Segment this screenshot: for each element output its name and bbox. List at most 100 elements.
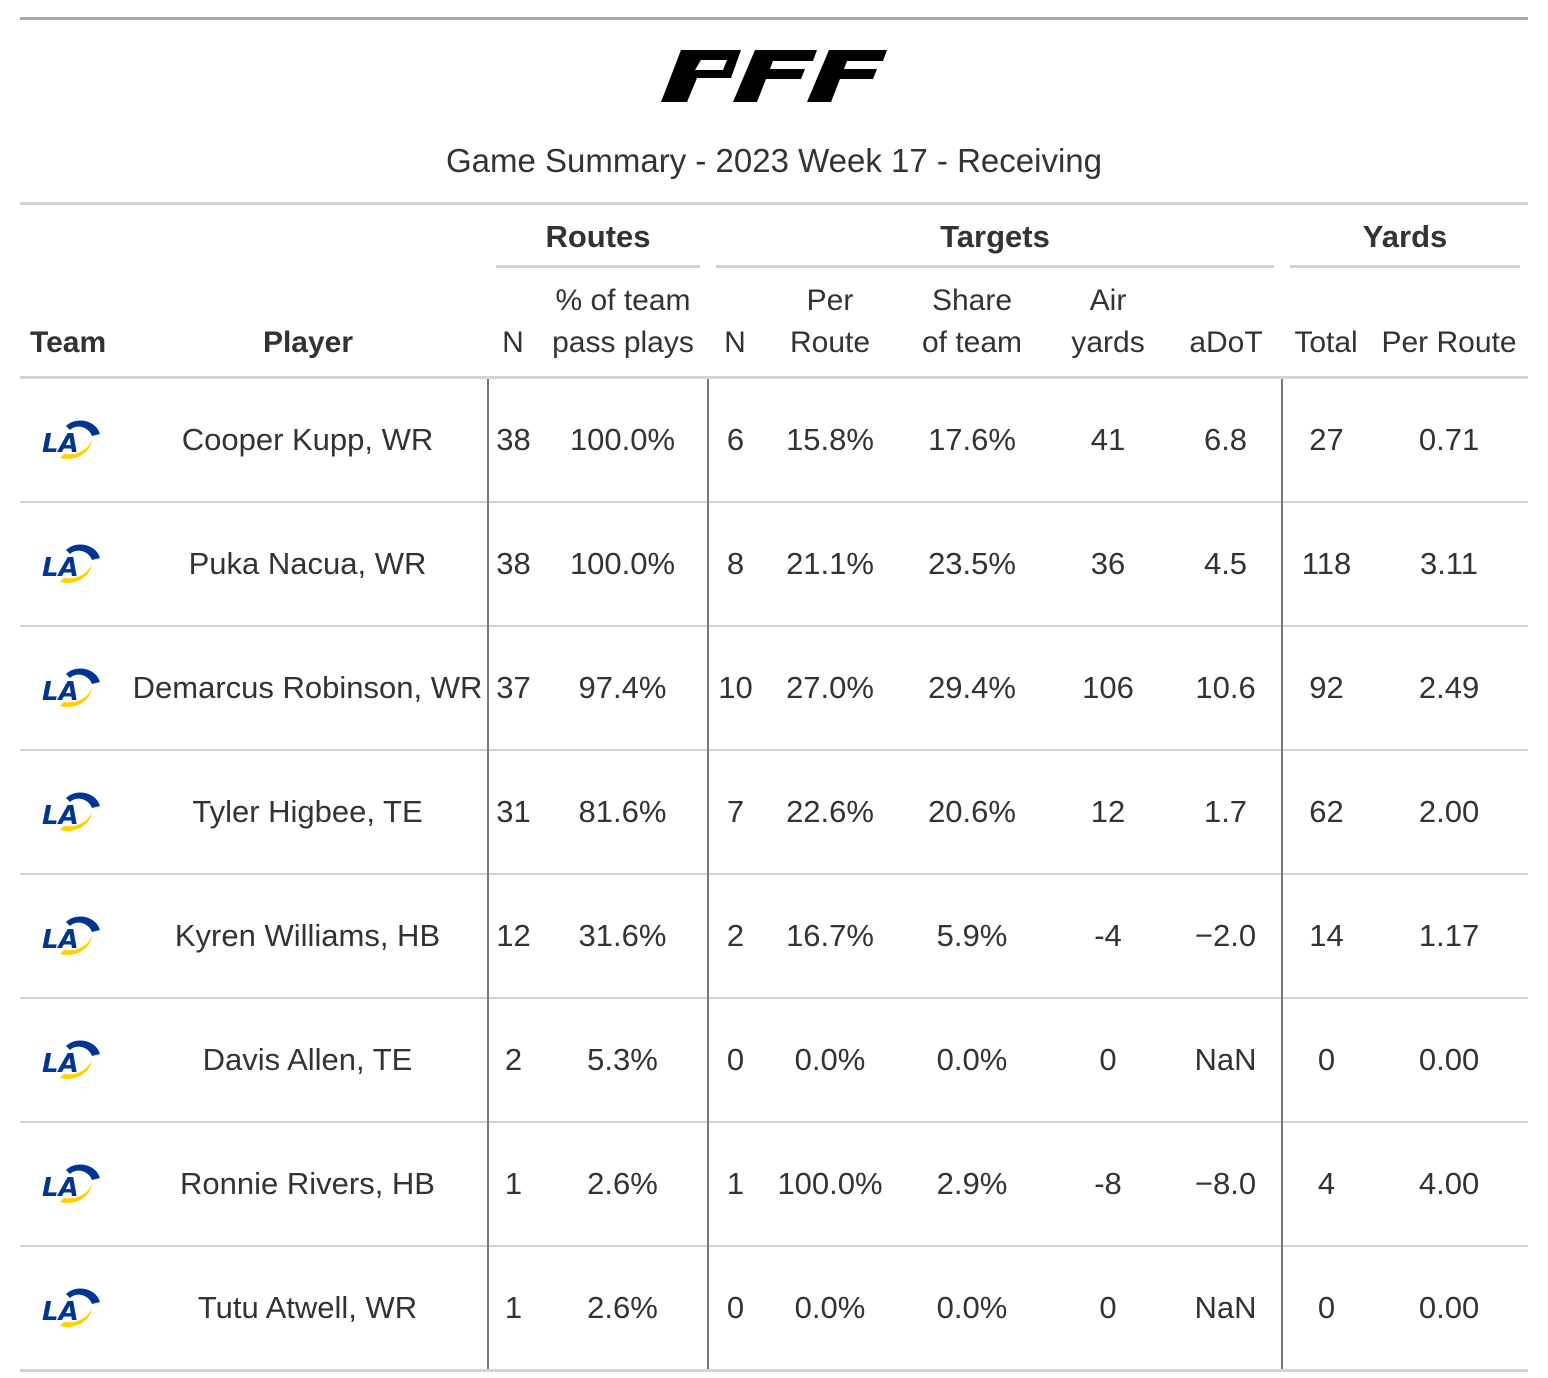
arc-shape: [66, 915, 100, 932]
spanner-routes: Routes: [488, 202, 709, 275]
logo-text: LA: [42, 1049, 79, 1079]
col-share: Share of team: [898, 275, 1047, 379]
routes-n-value: 12: [487, 872, 538, 998]
table-row: LA Ronnie Rivers, HB 1 2.6% 1 100.0% 2.9% -8 −8.…: [20, 1120, 1529, 1246]
team-logo-cell: LA: [20, 1244, 128, 1372]
targets-n-value: 7: [707, 748, 763, 874]
air-yards-value: 0: [1046, 996, 1171, 1122]
logo-text: LA: [42, 925, 79, 955]
targets-per-route-value: 22.6%: [762, 748, 899, 874]
col-team: Team: [20, 275, 128, 379]
air-yards-value: 106: [1046, 624, 1171, 750]
air-yards-value: 41: [1090, 421, 1126, 457]
routes-pct-value: 5.3%: [538, 996, 709, 1122]
top-rule: [20, 17, 1528, 20]
targets-n-value: 0: [707, 996, 763, 1122]
pff-logo-mark: [661, 50, 887, 102]
yards-per-route-value: 2.49: [1370, 624, 1529, 750]
table-row: LA Puka Nacua, WR 38 100.0% 8 21.1% 23.5% 36 4.5…: [20, 500, 1529, 626]
team-logo-cell: LA: [20, 1120, 128, 1246]
targets-per-route-value: 27.0%: [762, 624, 899, 750]
adot-value: −2.0: [1170, 872, 1283, 998]
rams-logo-icon: LA: [42, 915, 100, 955]
adot-value: 10.6: [1170, 624, 1283, 750]
team-logo-cell: LA: [20, 996, 128, 1122]
col-player: Player: [128, 275, 488, 379]
spanner-routes-label: Routes: [496, 219, 701, 268]
yards-total-value: 27: [1281, 377, 1371, 502]
yards-total-value: 0: [1281, 996, 1371, 1122]
target-share-value: 29.4%: [898, 624, 1047, 750]
routes-n-value: 1: [487, 1244, 538, 1372]
routes-n-value: 2: [487, 996, 538, 1122]
yards-total-value: 14: [1281, 872, 1371, 998]
rams-logo-icon: LA: [42, 1163, 100, 1203]
yards-per-route-value: 0.00: [1370, 1244, 1529, 1372]
targets-per-route-value: 100.0%: [762, 1120, 899, 1246]
table-row: LA Tyler Higbee, TE 31 81.6% 7 22.6% 20.6% 12 1.…: [20, 748, 1529, 874]
player-name: Ronnie Rivers, HB: [128, 1120, 488, 1246]
col-share-line2: of team: [921, 325, 1023, 359]
spanner-row: Routes Targets Yards: [20, 202, 1529, 275]
team-logo-cell: LA: [20, 500, 128, 626]
yards-per-route-value: 3.11: [1370, 500, 1529, 626]
adot-value: NaN: [1170, 1244, 1283, 1372]
rams-logo-icon: LA: [42, 1039, 100, 1079]
col-adot: aDoT: [1170, 275, 1283, 379]
receiving-table: Routes Targets Yards Team Player N % of …: [20, 202, 1529, 1372]
col-routes-pct: % of team pass plays: [538, 275, 709, 379]
horn-shape: [60, 687, 92, 707]
logo-text: LA: [42, 553, 79, 583]
air-yards-value: 12: [1046, 748, 1171, 874]
arc-shape: [66, 543, 100, 560]
team-logo-cell: LA: [20, 872, 128, 998]
rams-logo-icon: LA: [42, 667, 100, 707]
logo-text: LA: [42, 801, 79, 831]
rams-logo-icon: LA: [42, 543, 100, 583]
yards-total-value: 118: [1281, 500, 1371, 626]
targets-per-route-value: 0.0%: [762, 1244, 899, 1372]
targets-n-value: 2: [707, 872, 763, 998]
adot-value: −8.0: [1170, 1120, 1283, 1246]
player-name: Puka Nacua, WR: [128, 500, 488, 626]
target-share-value: 0.0%: [898, 996, 1047, 1122]
adot-value: 1.7: [1170, 748, 1283, 874]
routes-pct-value: 31.6%: [538, 872, 709, 998]
routes-pct-value: 97.4%: [538, 624, 709, 750]
routes-pct-value: 100.0%: [538, 500, 709, 626]
col-routes-pct-line1: % of team: [555, 283, 691, 317]
air-yards-value: 36: [1046, 500, 1171, 626]
yards-per-route-value: 2.00: [1370, 748, 1529, 874]
col-routes-n: N: [488, 275, 538, 379]
spanner-targets-label: Targets: [716, 219, 1275, 268]
arc-shape: [66, 1163, 100, 1180]
yards-total-value: 92: [1281, 624, 1371, 750]
targets-per-route-value: 15.8%: [786, 421, 874, 457]
air-yards-value: -8: [1046, 1120, 1171, 1246]
summary-table-container: Game Summary - 2023 Week 17 - Receiving …: [20, 17, 1529, 1372]
routes-n-value: 38: [487, 500, 538, 626]
arc-shape: [66, 791, 100, 808]
horn-shape: [60, 1183, 92, 1203]
spanner-yards: Yards: [1282, 202, 1529, 275]
routes-n-value: 38: [487, 377, 538, 502]
routes-pct-value: 81.6%: [538, 748, 709, 874]
logo-text: LA: [42, 677, 79, 707]
col-yards-total: Total: [1282, 275, 1371, 379]
table-row: LA Kyren Williams, HB 12 31.6% 2 16.7% 5.9% -4−…: [20, 872, 1529, 998]
rams-logo-icon: LA: [42, 1287, 100, 1327]
col-share-line1: Share: [931, 283, 1013, 317]
arc-shape: [66, 1287, 100, 1304]
table-row: LA Tutu Atwell, WR 1 2.6% 0 0.0% 0.0% 0 NaN 0 0.00: [20, 1244, 1529, 1372]
rams-logo-icon: LA: [42, 791, 100, 831]
table-body: LA Cooper Kupp, WR 38 100.0% 6 15.8% 17.6% 41 6.…: [20, 377, 1529, 1372]
table-row: LA Davis Allen, TE 2 5.3% 0 0.0% 0.0% 0 NaN 0 0.00: [20, 996, 1529, 1122]
logo-text: LA: [42, 1297, 79, 1327]
targets-n-value: 10: [707, 624, 763, 750]
spanner-empty: [20, 202, 488, 275]
air-yards-value: 0: [1046, 1244, 1171, 1372]
team-logo-cell: LA: [20, 624, 128, 750]
target-share-value: 2.9%: [898, 1120, 1047, 1246]
targets-per-route-value: 0.0%: [762, 996, 899, 1122]
routes-n-value: 31: [487, 748, 538, 874]
